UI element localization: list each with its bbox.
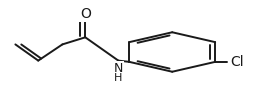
Text: O: O [80, 7, 91, 21]
Text: Cl: Cl [231, 55, 244, 69]
Text: H: H [114, 73, 123, 83]
Text: N: N [114, 62, 123, 75]
